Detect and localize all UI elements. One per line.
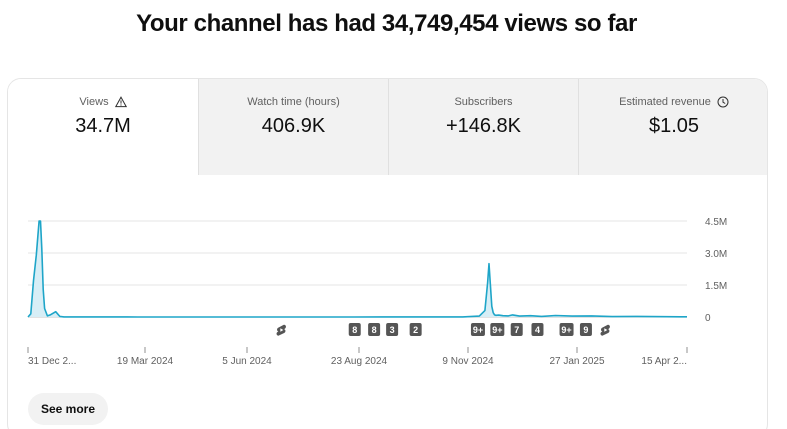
tab-value: 406.9K: [261, 115, 326, 137]
annotation-marker-label: 8: [352, 325, 357, 335]
annotation-marker-label: 4: [535, 325, 540, 335]
annotation-marker-label: 9+: [561, 325, 571, 335]
x-tick-label: 19 Mar 2024: [117, 356, 174, 367]
annotation-marker-label: 8: [372, 325, 377, 335]
warning-icon: [114, 96, 127, 108]
tab-value: $1.05: [648, 115, 700, 137]
x-tick-label: 23 Aug 2024: [331, 356, 388, 367]
tab-watch-time[interactable]: Watch time (hours) 406.9K: [198, 79, 388, 175]
views-area: [28, 221, 687, 317]
annotation-marker-label: 9: [583, 325, 588, 335]
metric-tabs: Views 34.7M Watch time (hours) 406.9K Su…: [8, 79, 767, 175]
annotation-marker: [386, 323, 399, 336]
x-tick-label: 27 Jan 2025: [549, 356, 604, 367]
annotation-marker-label: 2: [413, 325, 418, 335]
x-tick-label: 15 Apr 2...: [641, 356, 687, 367]
annotation-marker-label: 9+: [473, 325, 483, 335]
views-chart: 4.5M 3.0M 1.5M 0 8 8 3 2 9+ 9+ 7 4 9+ 9 31 Dec 2... 19 …: [8, 175, 767, 429]
views-line: [27, 220, 687, 318]
annotation-marker-label: 9+: [492, 325, 502, 335]
tab-label: Subscribers: [454, 96, 513, 108]
tab-views[interactable]: Views 34.7M: [8, 79, 198, 175]
see-more-button[interactable]: See more: [28, 393, 109, 425]
tab-subscribers[interactable]: Subscribers +146.8K: [388, 79, 578, 175]
x-tick-label: 9 Nov 2024: [442, 356, 494, 367]
annotation-marker: [368, 323, 381, 336]
annotation-marker-label: 3: [390, 325, 395, 335]
analytics-card: Views 34.7M Watch time (hours) 406.9K Su…: [7, 78, 768, 429]
annotation-marker: [348, 323, 361, 336]
tab-label: Estimated revenue: [619, 96, 711, 108]
page-headline: Your channel has had 34,749,454 views so…: [136, 10, 637, 37]
annotation-marker: [409, 323, 422, 336]
shorts-icon[interactable]: [276, 324, 286, 336]
annotation-marker: [470, 323, 485, 336]
annotation-marker-label: 7: [514, 325, 519, 335]
annotation-marker: [579, 323, 592, 336]
views-chart-svg: 4.5M 3.0M 1.5M 0 8 8 3 2 9+ 9+ 7 4 9+ 9 31 Dec 2... 19 …: [27, 217, 727, 367]
tab-label: Views: [79, 96, 109, 108]
tab-estimated-revenue[interactable]: Estimated revenue $1.05: [578, 79, 767, 175]
shorts-icon[interactable]: [600, 324, 610, 336]
x-tick-label: 31 Dec 2...: [28, 356, 76, 367]
y-tick-label: 0: [705, 313, 711, 324]
y-tick-label: 4.5M: [705, 217, 727, 228]
clock-icon: [717, 96, 729, 108]
annotation-marker: [559, 323, 574, 336]
tab-label: Watch time (hours): [247, 96, 340, 108]
y-tick-label: 3.0M: [705, 249, 727, 260]
annotation-marker: [490, 323, 505, 336]
annotation-marker: [531, 323, 544, 336]
tab-value: +146.8K: [445, 115, 522, 137]
x-tick-label: 5 Jun 2024: [222, 356, 272, 367]
annotation-marker: [510, 323, 523, 336]
y-tick-label: 1.5M: [705, 281, 727, 292]
tab-value: 34.7M: [75, 115, 131, 137]
